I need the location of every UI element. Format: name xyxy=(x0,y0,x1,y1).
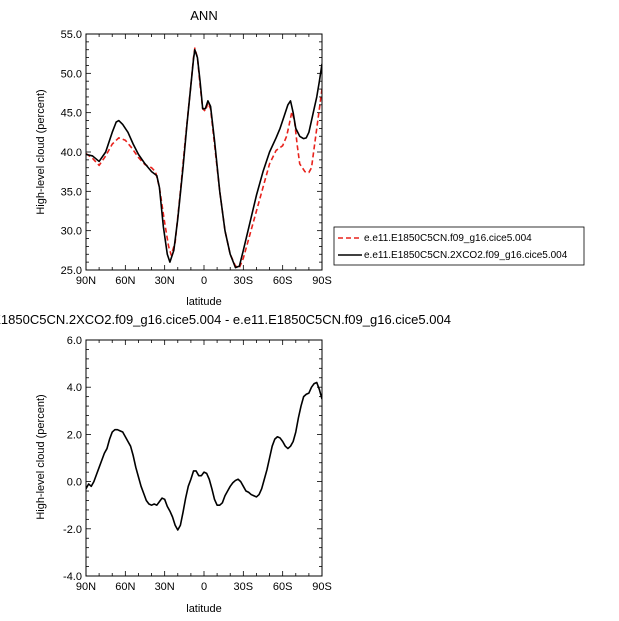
y-tick-label: 4.0 xyxy=(67,382,82,394)
y-tick-label: 2.0 xyxy=(67,429,82,441)
chart-title: ANN xyxy=(190,8,217,23)
series-line-1 xyxy=(86,48,322,269)
legend-label-2xco2: e.e11.E1850C5CN.2XCO2.f09_g16.cice5.004 xyxy=(364,250,568,261)
x-tick-label: 30N xyxy=(155,275,175,287)
x-tick-label: 60S xyxy=(273,275,293,287)
series-line-0 xyxy=(86,381,322,531)
y-tick-label: 35.0 xyxy=(61,186,82,198)
y-tick-label: 55.0 xyxy=(61,29,82,41)
x-tick-label: 90S xyxy=(312,275,332,287)
x-tick-label: 90N xyxy=(76,581,96,593)
x-tick-label: 60N xyxy=(115,581,135,593)
plot-frame xyxy=(85,339,323,577)
series-line-0 xyxy=(86,47,322,269)
x-tick-label: 30S xyxy=(234,581,254,593)
x-axis-label: latitude xyxy=(186,603,221,615)
y-tick-label: -4.0 xyxy=(63,571,82,583)
y-tick-label: 50.0 xyxy=(61,68,82,80)
legend-box xyxy=(333,226,585,266)
x-tick-label: 90S xyxy=(312,581,332,593)
diff-chart-title: e.e11.E1850C5CN.2XCO2.f09_g16.cice5.004 … xyxy=(0,312,451,327)
x-tick-label: 60N xyxy=(115,275,135,287)
y-tick-label: -2.0 xyxy=(63,524,82,536)
y-axis-label: High-level cloud (percent) xyxy=(35,394,47,519)
x-tick-label: 0 xyxy=(201,581,207,593)
y-tick-label: 45.0 xyxy=(61,108,82,120)
bottom-plot-area: 90N 60N 30N 0 30S 60S 90S -4.0 -2.0 0.0 2.0 4.0 6.0 xyxy=(63,335,332,593)
y-axis-label: High-level cloud (percent) xyxy=(35,89,47,214)
x-tick-label: 30S xyxy=(234,275,254,287)
y-tick-label: 6.0 xyxy=(67,335,82,347)
bottom-panel: e.e11.E1850C5CN.2XCO2.f09_g16.cice5.004 … xyxy=(0,312,451,615)
y-tick-label: 25.0 xyxy=(61,265,82,277)
x-tick-label: 0 xyxy=(201,275,207,287)
y-tick-label: 40.0 xyxy=(61,147,82,159)
x-tick-label: 90N xyxy=(76,275,96,287)
top-plot-area: 90N 60N 30N 0 30S 60S 90S 25.0 30.0 35.0 40.0 45.0 5… xyxy=(61,29,332,287)
x-axis-label: latitude xyxy=(186,296,221,308)
x-tick-label: 60S xyxy=(273,581,293,593)
x-tick-label: 30N xyxy=(155,581,175,593)
top-panel: ANN 90N 60N 30N 0 30S 60S 90S 25.0 30.0 35.0 40.0 4… xyxy=(35,8,585,308)
y-tick-label: 0.0 xyxy=(67,477,82,489)
y-tick-label: 30.0 xyxy=(61,226,82,238)
legend-label-control: e.e11.E1850C5CN.f09_g16.cice5.004 xyxy=(364,233,532,244)
legend: e.e11.E1850C5CN.f09_g16.cice5.004 e.e11.… xyxy=(333,226,585,266)
plot-frame xyxy=(85,33,323,271)
